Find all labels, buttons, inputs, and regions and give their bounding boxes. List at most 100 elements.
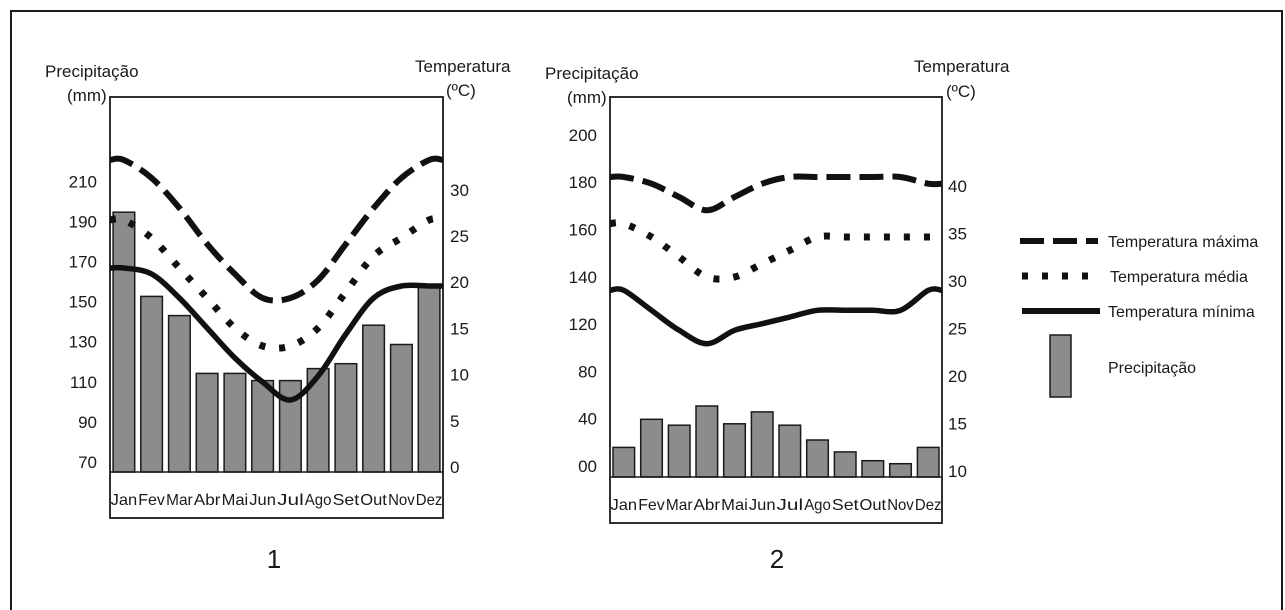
month-label-dez: Dez: [915, 497, 942, 514]
month-label-dez: Dez: [416, 492, 443, 509]
month-label-jul: Jul: [777, 497, 804, 514]
chart2-number: 2: [770, 544, 784, 572]
precipitation-bar-nov: [888, 462, 913, 478]
right-axis-tick: 25: [948, 320, 967, 339]
legend-max-label: Temperatura máxima: [1108, 234, 1258, 251]
precipitation-bar-set: [833, 451, 857, 478]
month-label-out: Out: [860, 497, 887, 514]
left-axis-tick: 130: [69, 333, 97, 352]
right-axis-tick: 10: [450, 366, 469, 385]
right-axis-tick: 30: [948, 272, 967, 291]
left-axis-tick: 180: [569, 173, 597, 192]
chart2-y-left-unit: (mm): [567, 88, 607, 107]
month-label-set: Set: [832, 497, 859, 514]
plot-frame: [609, 96, 943, 524]
month-label-jan: Jan: [111, 492, 138, 509]
month-label-out: Out: [360, 492, 387, 509]
left-axis-tick: 150: [69, 293, 97, 312]
legend: Temperatura máxima Temperatura média Tem…: [1020, 234, 1258, 398]
left-axis-tick: 00: [578, 457, 597, 476]
right-axis-tick: 15: [948, 415, 967, 434]
month-label-jun: Jun: [249, 492, 276, 509]
month-label-mar: Mar: [166, 492, 193, 509]
precipitation-bar-fev: [639, 418, 664, 478]
right-axis-tick: 15: [450, 319, 469, 338]
right-axis-tick: 40: [948, 177, 967, 196]
right-axis-tick: 20: [450, 273, 469, 292]
min-temperature-line: [609, 286, 943, 347]
left-axis-tick: 140: [569, 268, 597, 287]
month-label-jun: Jun: [749, 497, 776, 514]
right-axis-tick: 20: [948, 367, 967, 386]
precipitation-bar-abr: [195, 372, 219, 473]
left-axis-tick: 120: [569, 315, 597, 334]
precipitation-bar-set: [334, 362, 358, 473]
max-temperature-line: [609, 173, 943, 214]
right-axis-tick: 5: [450, 412, 459, 431]
mean-temperature-line: [609, 219, 942, 283]
month-label-mai: Mai: [222, 492, 249, 509]
precipitation-bar-abr: [695, 405, 719, 478]
month-label-abr: Abr: [694, 497, 721, 514]
legend-mean-label: Temperatura média: [1110, 269, 1248, 286]
month-label-ago: Ago: [804, 497, 831, 514]
precipitation-bar-dez: [916, 446, 940, 478]
month-label-nov: Nov: [887, 497, 914, 514]
precipitation-bar-nov: [389, 343, 413, 473]
min-temperature-line: [109, 264, 443, 403]
precipitation-bar-ago: [805, 439, 830, 478]
left-axis-tick: 110: [70, 373, 97, 392]
precipitation-bar-mai: [722, 423, 747, 478]
left-axis-tick: 200: [569, 126, 597, 145]
chart1-y-left-unit: (mm): [67, 86, 107, 105]
left-axis-tick: 160: [569, 221, 597, 240]
right-axis-tick: 10: [948, 462, 967, 481]
right-axis-tick: 30: [450, 181, 469, 200]
climate-figure: Precipitação (mm) Temperatura (ºC) 1 Pre…: [45, 57, 1258, 572]
plot-frame: [109, 96, 444, 519]
precipitation-bar-jul: [778, 424, 802, 478]
chart1-number: 1: [267, 544, 281, 572]
month-label-fev: Fev: [138, 492, 165, 509]
figure-frame: [10, 10, 1283, 610]
left-axis-tick: 190: [69, 212, 97, 231]
month-label-fev: Fev: [638, 497, 665, 514]
precipitation-bar-jan: [612, 446, 636, 478]
precipitation-bar-jan: [112, 211, 136, 473]
month-label-abr: Abr: [194, 492, 221, 509]
chart-2: 00 40 80 120 140 160 180 200 10 15 20 25 30 35 40 Jan Fe…: [569, 96, 967, 524]
left-axis-tick: 90: [78, 413, 97, 432]
right-axis-tick: 35: [948, 225, 967, 244]
month-label-jan: Jan: [611, 497, 638, 514]
month-label-set: Set: [333, 492, 360, 509]
month-label-mar: Mar: [666, 497, 693, 514]
left-axis-tick: 40: [578, 410, 597, 429]
month-label-nov: Nov: [388, 492, 415, 509]
right-axis-tick: 0: [450, 458, 459, 477]
precipitation-bar-dez: [417, 283, 441, 473]
chart-1: 70 90 110 130 150 170 190 210 0 5 10 15 20 25 30 Jan Fev…: [69, 96, 469, 519]
precipitation-bar-jun: [750, 411, 774, 478]
precipitation-bar-mar: [667, 424, 691, 478]
precipitation-bar-mai: [223, 372, 247, 473]
precipitation-bar-fev: [140, 295, 164, 473]
right-axis-tick: 25: [450, 227, 469, 246]
precipitation-bar-out: [362, 324, 386, 473]
month-label-jul: Jul: [277, 492, 304, 509]
chart1-y-left-title: Precipitação: [45, 62, 139, 81]
precipitation-bar-jun: [251, 379, 275, 473]
left-axis-tick: 70: [78, 453, 97, 472]
max-temperature-line: [109, 155, 444, 304]
chart2-y-left-title: Precipitação: [545, 64, 639, 83]
month-label-ago: Ago: [305, 492, 332, 509]
chart1-y-right-unit: (ºC): [446, 81, 476, 100]
month-label-mai: Mai: [721, 497, 748, 514]
left-axis-tick: 210: [69, 172, 97, 191]
left-axis-tick: 170: [69, 253, 97, 272]
left-axis-tick: 80: [578, 362, 597, 381]
chart1-y-right-title: Temperatura: [415, 57, 511, 76]
precipitation-bar-out: [861, 459, 885, 478]
chart2-y-right-unit: (ºC): [946, 82, 976, 101]
chart2-y-right-title: Temperatura: [914, 57, 1010, 76]
legend-precip-swatch: [1049, 334, 1072, 398]
